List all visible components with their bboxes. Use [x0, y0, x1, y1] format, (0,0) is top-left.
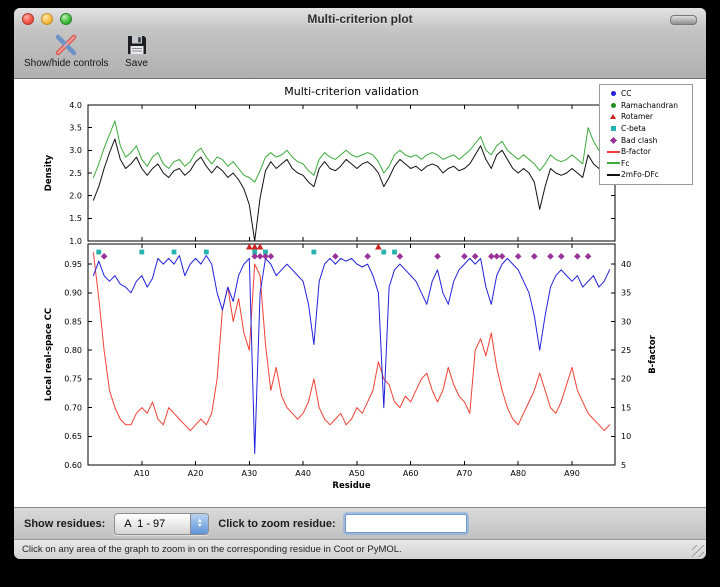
- triangle-marker-icon: [605, 114, 621, 120]
- svg-text:0.60: 0.60: [64, 461, 82, 470]
- legend-item-b-factor: B-factor: [605, 146, 692, 158]
- legend-item-cc: CC: [605, 88, 692, 100]
- svg-text:Residue: Residue: [332, 481, 370, 491]
- diamond-marker-icon: [605, 136, 621, 144]
- svg-text:0.65: 0.65: [64, 432, 82, 441]
- svg-text:A20: A20: [188, 469, 204, 478]
- svg-text:B-factor: B-factor: [648, 334, 658, 373]
- line-marker-icon: [605, 173, 621, 176]
- status-bar: Click on any area of the graph to zoom i…: [14, 539, 706, 559]
- toolbar: Show/hide controls Save: [14, 30, 706, 79]
- svg-text:0.85: 0.85: [64, 317, 82, 326]
- svg-text:4.0: 4.0: [69, 101, 82, 110]
- svg-text:0.75: 0.75: [64, 375, 82, 384]
- legend-label: B-factor: [621, 147, 651, 157]
- legend-label: Ramachandran: [621, 100, 678, 110]
- controls-icon: [56, 34, 77, 56]
- multi-criterion-chart[interactable]: Multi-criterion validation 1.0 1.5 2.0 2.5 3.…: [14, 79, 706, 507]
- svg-text:0.90: 0.90: [64, 289, 82, 298]
- show-hide-controls-button[interactable]: Show/hide controls: [24, 33, 109, 69]
- svg-text:Local real-space CC: Local real-space CC: [44, 308, 54, 401]
- stepper-arrows-icon: ▲ ▼: [190, 513, 209, 534]
- line-marker-icon: [605, 162, 621, 165]
- svg-text:2.5: 2.5: [69, 169, 82, 178]
- maximize-button[interactable]: [60, 13, 72, 25]
- svg-text:A30: A30: [241, 469, 257, 478]
- show-residues-label: Show residues:: [24, 517, 106, 530]
- svg-text:A60: A60: [403, 469, 419, 478]
- legend-label: CC: [621, 89, 632, 99]
- legend-item-ramachandran: Ramachandran: [605, 100, 692, 112]
- save-icon: [127, 36, 146, 54]
- svg-text:3.5: 3.5: [69, 123, 82, 132]
- svg-text:0.95: 0.95: [64, 260, 82, 269]
- circle-marker-icon: [605, 102, 621, 108]
- svg-text:A50: A50: [349, 469, 365, 478]
- minimize-button[interactable]: [41, 13, 53, 25]
- plot-canvas[interactable]: Multi-criterion validation 1.0 1.5 2.0 2.5 3.…: [14, 79, 706, 507]
- svg-text:3.0: 3.0: [69, 146, 82, 155]
- svg-text:35: 35: [621, 289, 631, 298]
- svg-text:A70: A70: [457, 469, 473, 478]
- legend-item-bad-clash: Bad clash: [605, 134, 692, 146]
- legend-item-c-beta: C-beta: [605, 123, 692, 135]
- resize-grip[interactable]: [692, 545, 704, 557]
- save-button[interactable]: Save: [125, 33, 149, 69]
- svg-text:2.0: 2.0: [69, 191, 82, 200]
- svg-text:20: 20: [621, 375, 631, 384]
- toolbar-toggle-button[interactable]: [670, 15, 697, 25]
- zoom-residue-label: Click to zoom residue:: [218, 517, 336, 530]
- svg-text:40: 40: [621, 260, 631, 269]
- status-text: Click on any area of the graph to zoom i…: [22, 544, 402, 555]
- chain-range-value: A 1 - 97: [124, 517, 166, 530]
- legend-label: Bad clash: [621, 135, 658, 145]
- legend-item-fc: Fc: [605, 158, 692, 170]
- legend-label: 2mFo-DFc: [621, 170, 659, 180]
- svg-text:Multi-criterion validation: Multi-criterion validation: [284, 85, 419, 98]
- app-window: Multi-criterion plot Show/hide controls: [14, 8, 706, 559]
- svg-text:0.70: 0.70: [64, 403, 82, 412]
- svg-text:Density: Density: [44, 154, 54, 191]
- window-controls: [22, 13, 72, 25]
- svg-text:30: 30: [621, 317, 631, 326]
- legend-label: C-beta: [621, 124, 646, 134]
- svg-text:25: 25: [621, 346, 631, 355]
- chart-legend: CC Ramachandran Rotamer C-beta Bad clash B-fa…: [599, 84, 693, 185]
- circle-marker-icon: [605, 91, 621, 97]
- svg-text:A10: A10: [134, 469, 150, 478]
- window-title: Multi-criterion plot: [307, 12, 413, 26]
- svg-text:5: 5: [621, 461, 626, 470]
- legend-item-2mfo-dfc: 2mFo-DFc: [605, 169, 692, 181]
- svg-text:15: 15: [621, 403, 631, 412]
- zoom-residue-input[interactable]: [344, 514, 467, 533]
- show-hide-controls-label: Show/hide controls: [24, 58, 109, 69]
- controls-bar: Show residues: A 1 - 97 ▲ ▼ Click to zoom…: [14, 507, 706, 539]
- line-marker-icon: [605, 150, 621, 153]
- svg-text:10: 10: [621, 432, 631, 441]
- svg-text:1.5: 1.5: [69, 214, 82, 223]
- svg-text:0.80: 0.80: [64, 346, 82, 355]
- svg-text:A80: A80: [510, 469, 526, 478]
- svg-text:1.0: 1.0: [69, 237, 82, 246]
- square-marker-icon: [605, 126, 621, 132]
- chain-range-select[interactable]: A 1 - 97 ▲ ▼: [114, 512, 210, 535]
- legend-label: Fc: [621, 158, 630, 168]
- close-button[interactable]: [22, 13, 34, 25]
- window-titlebar[interactable]: Multi-criterion plot: [14, 8, 706, 30]
- save-label: Save: [125, 58, 148, 69]
- svg-text:A40: A40: [295, 469, 311, 478]
- legend-item-rotamer: Rotamer: [605, 111, 692, 123]
- svg-text:A90: A90: [564, 469, 580, 478]
- legend-label: Rotamer: [621, 112, 654, 122]
